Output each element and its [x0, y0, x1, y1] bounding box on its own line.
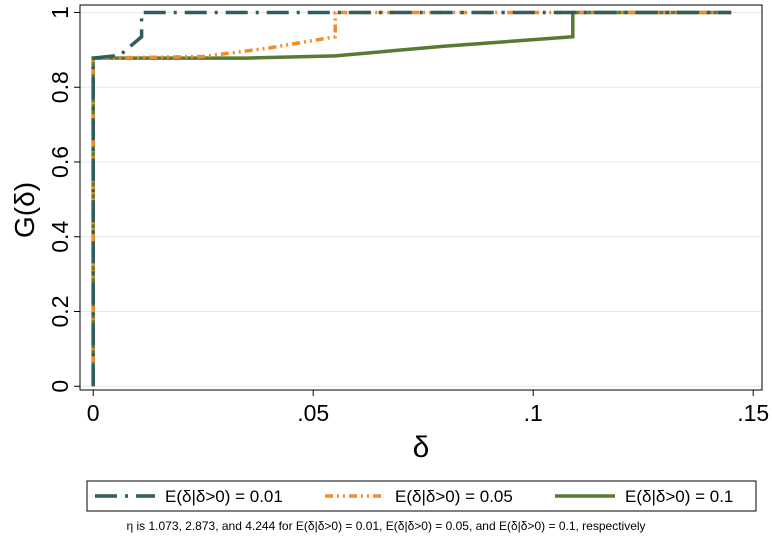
x-tick-label: .15: [737, 400, 769, 426]
series-layer: [91, 10, 732, 387]
y-tick-label: 0.6: [47, 146, 73, 178]
y-tick-label: 0: [47, 380, 73, 393]
series-line-3: [91, 10, 732, 387]
footnote: η is 1.073, 2.873, and 4.244 for E(δ|δ>0…: [126, 519, 646, 533]
y-axis-title: G(δ): [9, 182, 40, 238]
y-tick-label: 0.2: [47, 296, 73, 328]
x-tick-label: 0: [87, 400, 100, 426]
y-tick-label: 0.8: [47, 71, 73, 103]
y-axis: 0 0.2 0.4 0.6 0.8 1: [47, 6, 80, 393]
legend-label-1: E(δ|δ>0) = 0.01: [165, 487, 283, 506]
y-tick-label: 1: [47, 6, 73, 19]
x-axis: 0 .05 .1 .15: [87, 390, 769, 426]
legend: E(δ|δ>0) = 0.01 E(δ|δ>0) = 0.05 E(δ|δ>0) =…: [86, 480, 757, 512]
x-tick-label: .1: [524, 400, 543, 426]
x-tick-label: .05: [297, 400, 329, 426]
series-line-2: [91, 10, 732, 387]
legend-label-3: E(δ|δ>0) = 0.1: [625, 487, 733, 506]
gridlines: [80, 11, 762, 387]
legend-box: [86, 480, 757, 512]
plot-frame: [79, 4, 763, 391]
legend-label-2: E(δ|δ>0) = 0.05: [395, 487, 513, 506]
series-line-1: [91, 10, 732, 387]
y-tick-label: 0.4: [47, 221, 73, 253]
x-axis-title: δ: [413, 431, 430, 464]
